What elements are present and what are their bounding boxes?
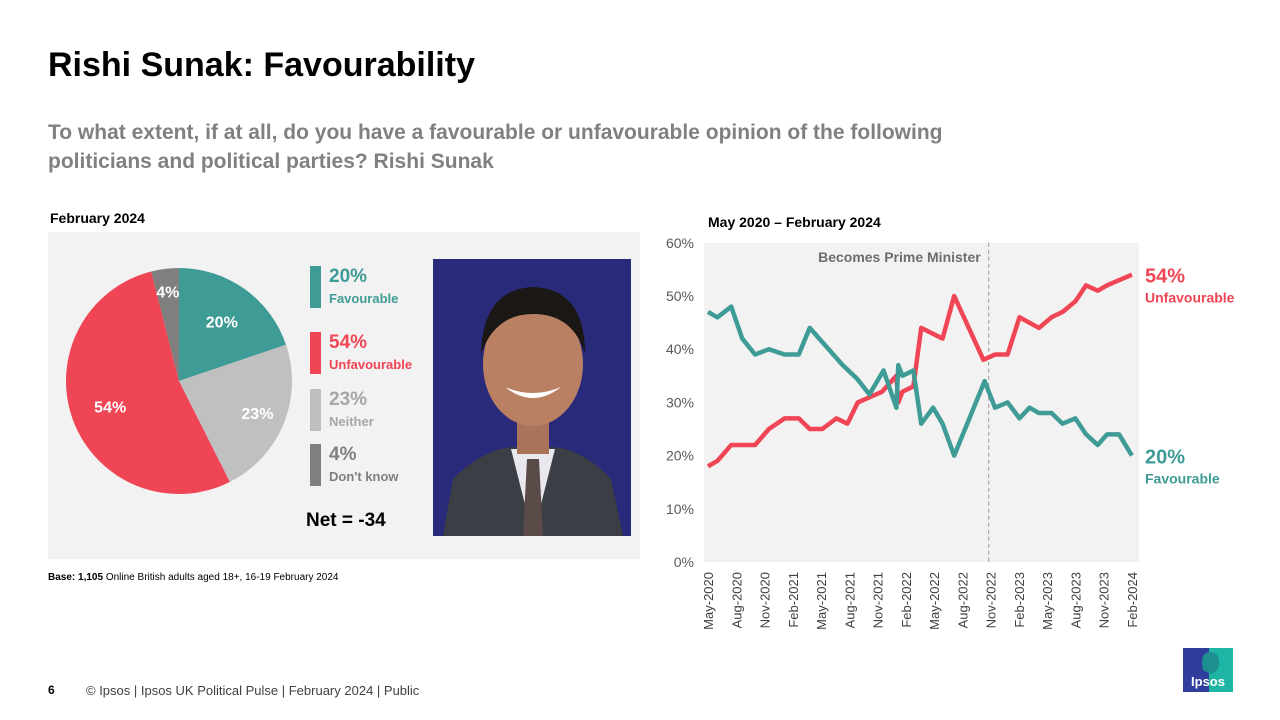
y-tick-label: 20% xyxy=(666,448,694,464)
base-text: Online British adults aged 18+, 16-19 Fe… xyxy=(103,572,339,583)
page-number: 6 xyxy=(48,683,55,697)
legend-swatch xyxy=(310,332,321,374)
y-tick-label: 10% xyxy=(666,501,694,517)
pie-chart: 20% 23% 54% 4% xyxy=(66,268,292,494)
x-tick-label: Feb-2021 xyxy=(786,572,801,628)
legend-name: Unfavourable xyxy=(329,357,413,372)
x-tick-label: Aug-2022 xyxy=(955,572,970,628)
base-label: Base: xyxy=(48,572,76,583)
pie-data-label: 20% xyxy=(206,314,238,331)
x-tick-label: Aug-2021 xyxy=(842,572,857,628)
legend-pct: 23% xyxy=(329,389,368,410)
pie-data-label: 4% xyxy=(156,284,179,301)
legend-name: Favourable xyxy=(329,291,399,306)
end-series-label-unfavourable: Unfavourable xyxy=(1145,290,1235,306)
x-tick-label: May-2022 xyxy=(927,572,942,630)
portrait-silhouette xyxy=(443,287,623,536)
x-tick-label: Aug-2020 xyxy=(729,572,744,628)
y-tick-label: 0% xyxy=(674,554,694,570)
pie-data-label: 54% xyxy=(94,400,126,417)
pie-slice-favourable xyxy=(179,268,287,381)
y-tick-label: 30% xyxy=(666,394,694,410)
y-tick-label: 40% xyxy=(666,341,694,357)
y-tick-label: 60% xyxy=(666,235,694,251)
x-tick-label: Nov-2023 xyxy=(1097,572,1112,628)
end-value-label-favourable: 20% xyxy=(1145,447,1185,469)
end-value-label-unfavourable: 54% xyxy=(1145,266,1185,288)
legend-name: Neither xyxy=(329,414,374,429)
x-tick-label: May-2023 xyxy=(1040,572,1055,630)
legend-swatch xyxy=(310,266,321,308)
plot-area xyxy=(704,242,1139,563)
base-note: Base: 1,105 Online British adults aged 1… xyxy=(48,572,339,583)
x-tick-label: Nov-2020 xyxy=(758,572,773,628)
end-series-label-favourable: Favourable xyxy=(1145,471,1220,487)
x-tick-label: Nov-2021 xyxy=(871,572,886,628)
x-tick-label: Aug-2023 xyxy=(1068,572,1083,628)
x-tick-label: Nov-2022 xyxy=(984,572,999,628)
pie-data-label: 23% xyxy=(241,406,273,423)
survey-question: To what extent, if at all, do you have a… xyxy=(48,121,943,173)
page-title: Rishi Sunak: Favourability xyxy=(48,46,475,84)
annotation-label: Becomes Prime Minister xyxy=(818,249,981,265)
pie-slice-neither xyxy=(179,344,292,482)
legend-swatch xyxy=(310,389,321,431)
footer-text: © Ipsos | Ipsos UK Political Pulse | Feb… xyxy=(86,683,420,698)
legend-swatch xyxy=(310,444,321,486)
x-tick-label: Feb-2022 xyxy=(899,572,914,628)
pie-period-label: February 2024 xyxy=(50,210,145,226)
x-tick-label: May-2020 xyxy=(701,572,716,630)
pie-slice-unfavourable xyxy=(66,271,230,494)
net-score: Net = -34 xyxy=(306,510,386,531)
y-tick-label: 50% xyxy=(666,288,694,304)
x-tick-label: Feb-2023 xyxy=(1012,572,1027,628)
legend-name: Don't know xyxy=(329,469,399,484)
x-tick-label: May-2021 xyxy=(814,572,829,630)
legend-pct: 4% xyxy=(329,444,357,465)
portrait-photo xyxy=(433,259,631,536)
line-period-label: May 2020 – February 2024 xyxy=(708,214,881,230)
ipsos-logo: Ipsos xyxy=(1183,648,1233,692)
base-n: 1,105 xyxy=(78,572,104,583)
line-chart: 0% 10% 20% 30% 40% 50% 60% May-2020 Aug-2020 Nov-… xyxy=(666,235,1235,630)
legend-pct: 54% xyxy=(329,332,368,353)
pie-slice-don-t-know xyxy=(151,268,179,381)
x-tick-label: Feb-2024 xyxy=(1125,572,1140,628)
series-line-unfavourable xyxy=(706,272,1133,469)
legend-pct: 20% xyxy=(329,266,368,287)
svg-text:Ipsos: Ipsos xyxy=(1191,674,1225,689)
